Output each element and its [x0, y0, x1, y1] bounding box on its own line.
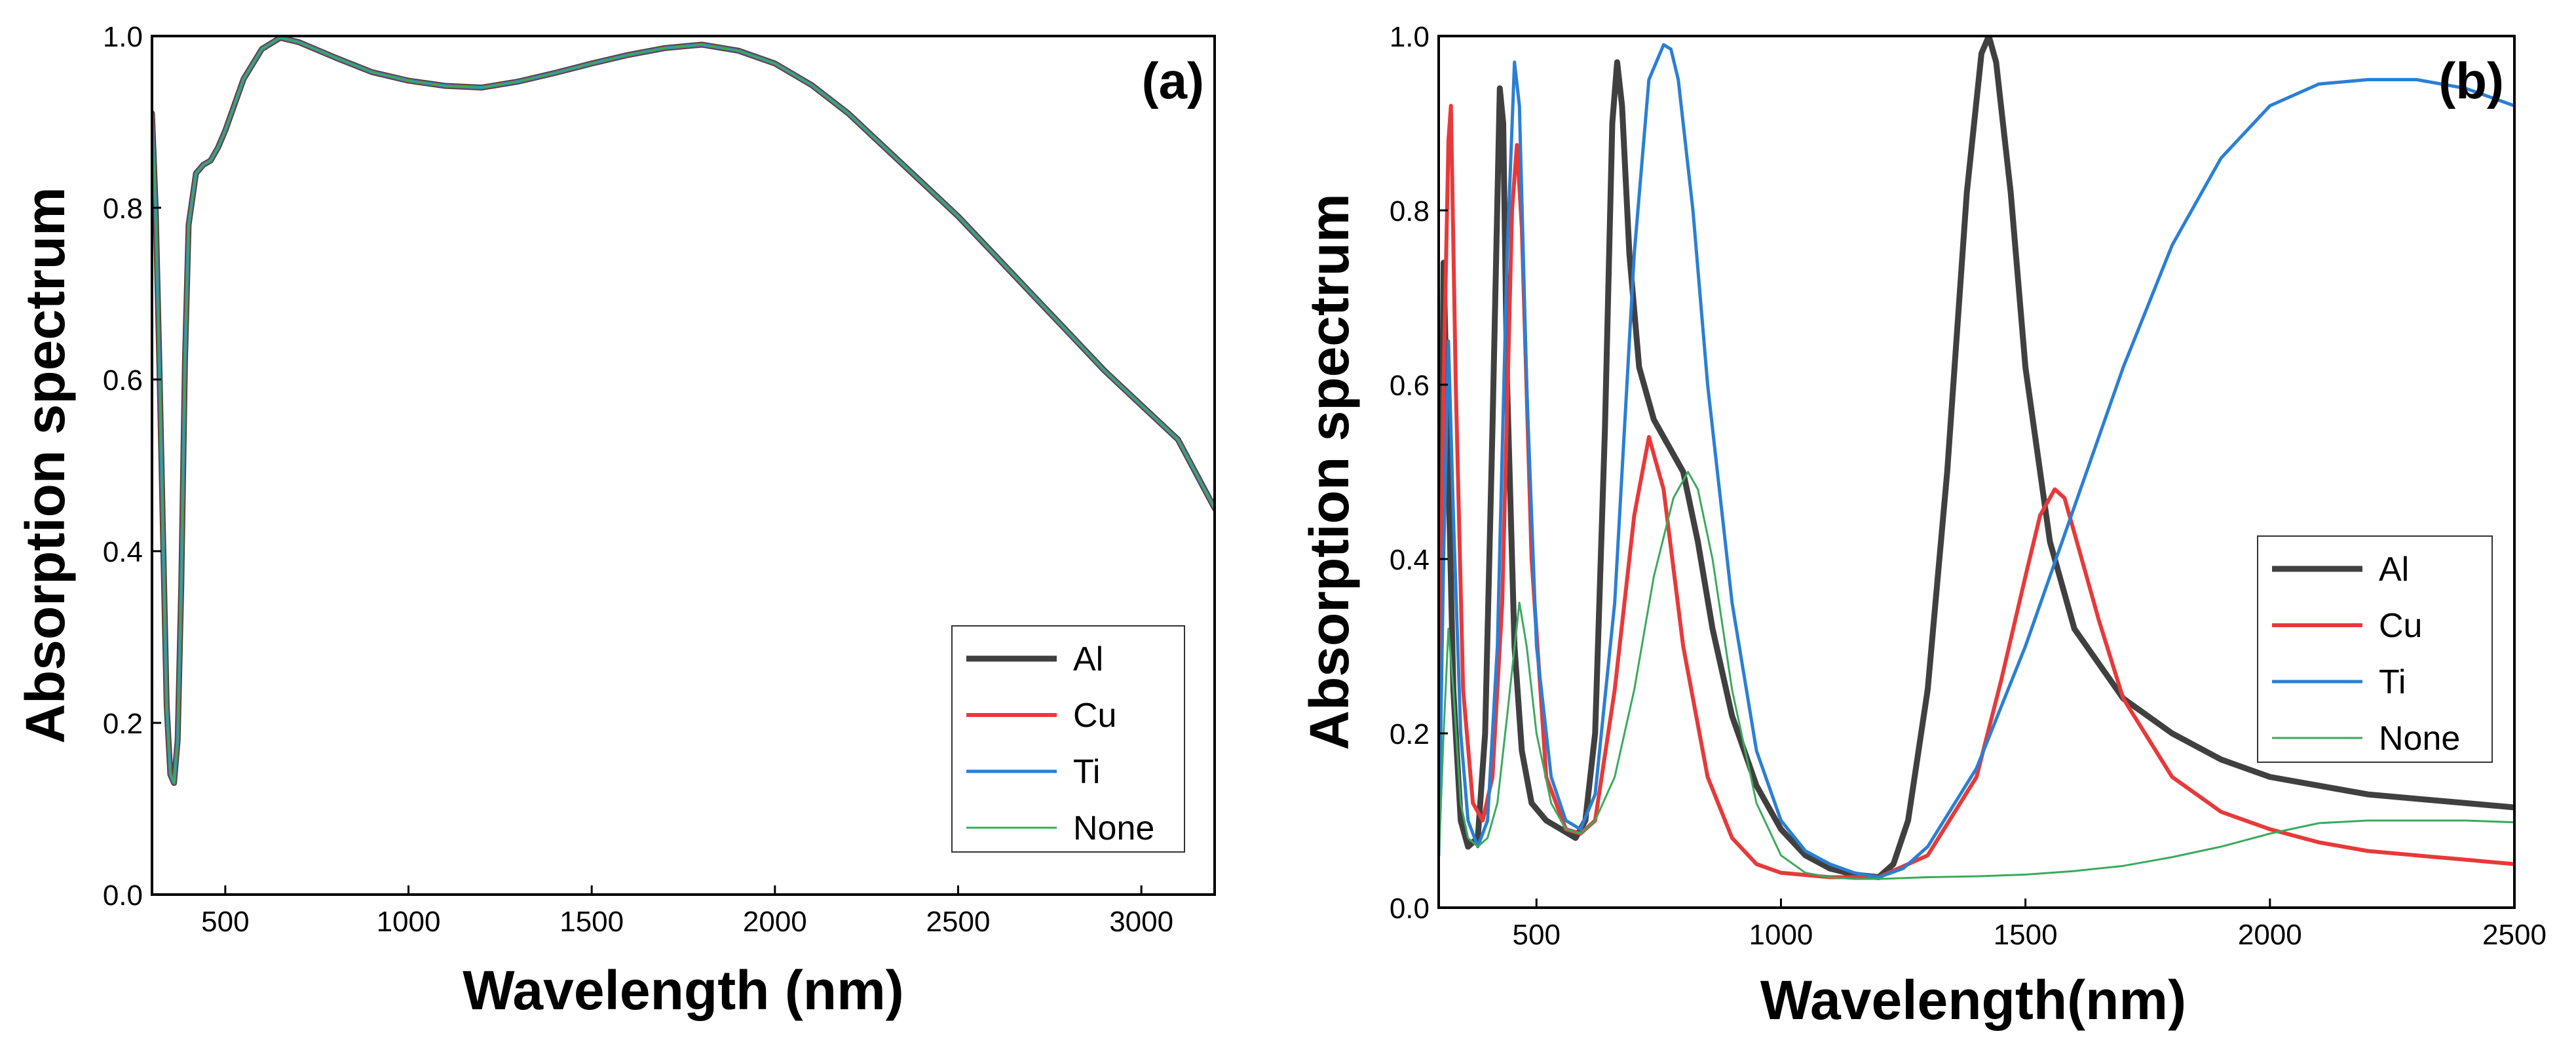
- series-line-none: [152, 37, 1215, 784]
- series-group: [152, 36, 1215, 786]
- series-line-none: [1439, 471, 2514, 880]
- x-tick-label: 500: [1513, 919, 1561, 951]
- x-tick-label: 3000: [1109, 906, 1173, 938]
- legend-box: [951, 625, 1185, 853]
- legend: Al Cu Ti None: [951, 625, 1185, 853]
- axis-ticks: 500 1000 1500 2000 2500 0.0 0.2 0.4 0.6 0.8 1.0: [1390, 21, 2547, 951]
- chart-panel-b: 500 1000 1500 2000 2500 0.0 0.2 0.4 0.6 0.8 1.0 (b…: [1298, 21, 2547, 1031]
- y-tick-label: 0.8: [1390, 195, 1430, 227]
- legend-label-al: Al: [2379, 551, 2409, 589]
- y-axis-title: Absorption spectrum: [1298, 193, 1360, 750]
- series-line-al: [1439, 36, 2514, 880]
- x-tick-label: 1500: [559, 906, 624, 938]
- y-tick-label: 0.4: [103, 536, 143, 568]
- x-tick-label: 1000: [377, 906, 441, 938]
- panel-label: (a): [1142, 52, 1204, 109]
- axis-ticks: 500 1000 1500 2000 2500 3000 0.0 0.2 0.4 0.6 0.8 1.…: [103, 21, 1173, 938]
- panel-label: (b): [2438, 52, 2504, 109]
- x-tick-label: 2000: [743, 906, 807, 938]
- series-line-ti: [1439, 43, 2514, 879]
- plot-frame: [1437, 35, 2516, 909]
- y-tick-label: 0.6: [1390, 370, 1430, 402]
- y-axis-title: Absorption spectrum: [14, 187, 76, 743]
- legend-label-ti: Ti: [1073, 753, 1100, 791]
- y-tick-label: 0.8: [103, 193, 143, 225]
- legend-box: [2257, 535, 2493, 763]
- x-tick-label: 1500: [1994, 919, 2058, 951]
- y-tick-label: 1.0: [1390, 21, 1430, 53]
- legend-label-cu: Cu: [1073, 697, 1116, 735]
- y-tick-label: 0.0: [1390, 893, 1430, 925]
- legend-label-none: None: [2379, 720, 2460, 758]
- y-tick-label: 0.2: [1390, 718, 1430, 750]
- y-tick-label: 0.0: [103, 880, 143, 912]
- x-tick-label: 500: [201, 906, 249, 938]
- series-group: [1439, 36, 2514, 880]
- legend-label-ti: Ti: [2379, 663, 2406, 701]
- x-axis-title: Wavelength (nm): [463, 959, 904, 1021]
- x-tick-label: 2500: [926, 906, 991, 938]
- x-tick-label: 2500: [2482, 919, 2547, 951]
- chart-panel-a: 500 1000 1500 2000 2500 3000 0.0 0.2 0.4 0.6 0.8 1.…: [14, 21, 1216, 1021]
- legend-label-cu: Cu: [2379, 607, 2422, 645]
- y-tick-label: 0.2: [103, 708, 143, 740]
- x-tick-label: 2000: [2238, 919, 2302, 951]
- y-tick-label: 0.6: [103, 364, 143, 396]
- x-tick-label: 1000: [1749, 919, 1813, 951]
- y-tick-label: 0.4: [1390, 544, 1430, 576]
- legend: Al Cu Ti None: [2257, 535, 2493, 763]
- y-tick-label: 1.0: [103, 21, 143, 53]
- plot-frame: [151, 35, 1216, 896]
- legend-label-al: Al: [1073, 640, 1103, 678]
- x-axis-title: Wavelength(nm): [1760, 969, 2186, 1031]
- legend-label-none: None: [1073, 809, 1154, 847]
